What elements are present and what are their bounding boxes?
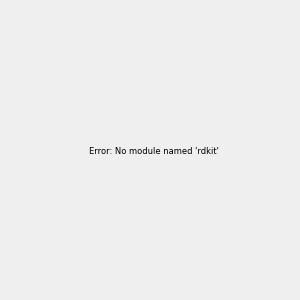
Text: Error: No module named 'rdkit': Error: No module named 'rdkit'	[89, 147, 219, 156]
